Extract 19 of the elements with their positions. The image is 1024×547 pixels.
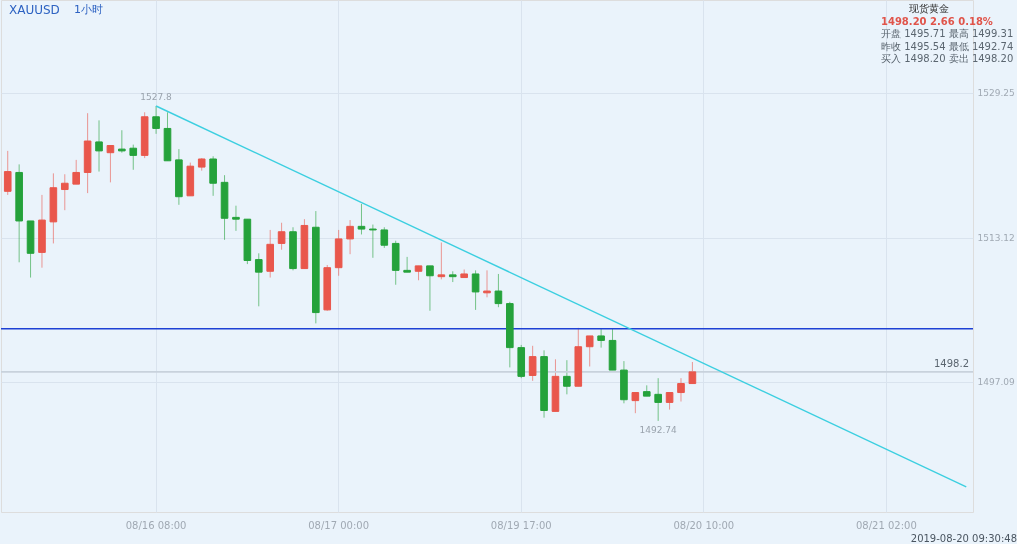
chart-subtitle: 1小时 bbox=[74, 3, 103, 16]
chart-title: XAUUSD bbox=[9, 3, 60, 17]
x-tick-label: 08/17 00:00 bbox=[308, 519, 370, 531]
annotation: 买入 1498.20 卖出 1498.20 bbox=[881, 53, 1014, 64]
x-tick-label: 08/19 17:00 bbox=[490, 519, 552, 531]
ref-line-label: 1498.2 bbox=[934, 357, 969, 369]
y-tick-label: 1513.12 bbox=[977, 233, 1015, 244]
annotation: 开盘 1495.71 最高 1499.31 bbox=[881, 28, 1014, 39]
x-tick-label: 08/16 08:00 bbox=[125, 519, 187, 531]
candlestick bbox=[403, 256, 411, 273]
annotation: 现货黄金 bbox=[909, 3, 949, 14]
annotation: 1498.20 2.66 0.18% bbox=[881, 15, 993, 27]
annotation: 1492.74 bbox=[639, 424, 678, 435]
x-tick-label: 08/21 02:00 bbox=[855, 519, 917, 531]
y-tick-label: 1529.25 bbox=[977, 88, 1015, 99]
text: 2019-08-20 09:30:48 bbox=[910, 533, 1017, 544]
x-tick-label: 08/20 10:00 bbox=[673, 519, 735, 531]
y-tick-label: 1497.09 bbox=[977, 377, 1015, 388]
annotation: 昨收 1495.54 最低 1492.74 bbox=[881, 40, 1014, 52]
